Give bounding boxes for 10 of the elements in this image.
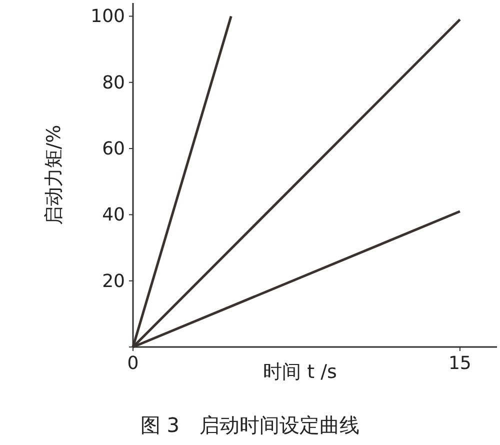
- y-axis-title: 启动力矩/%: [43, 124, 65, 226]
- y-tick-label: 40: [102, 204, 125, 226]
- x-tick-label: 15: [448, 353, 472, 374]
- y-tick-label: 20: [102, 270, 125, 292]
- text: 图 3 启动时间设定曲线: [140, 413, 360, 437]
- x-tick-label: 0: [127, 353, 139, 374]
- y-tick-label: 80: [102, 72, 125, 94]
- y-tick-label: 100: [90, 6, 125, 28]
- x-axis-title: 时间 t /s: [263, 361, 337, 383]
- y-tick-label: 60: [102, 138, 125, 160]
